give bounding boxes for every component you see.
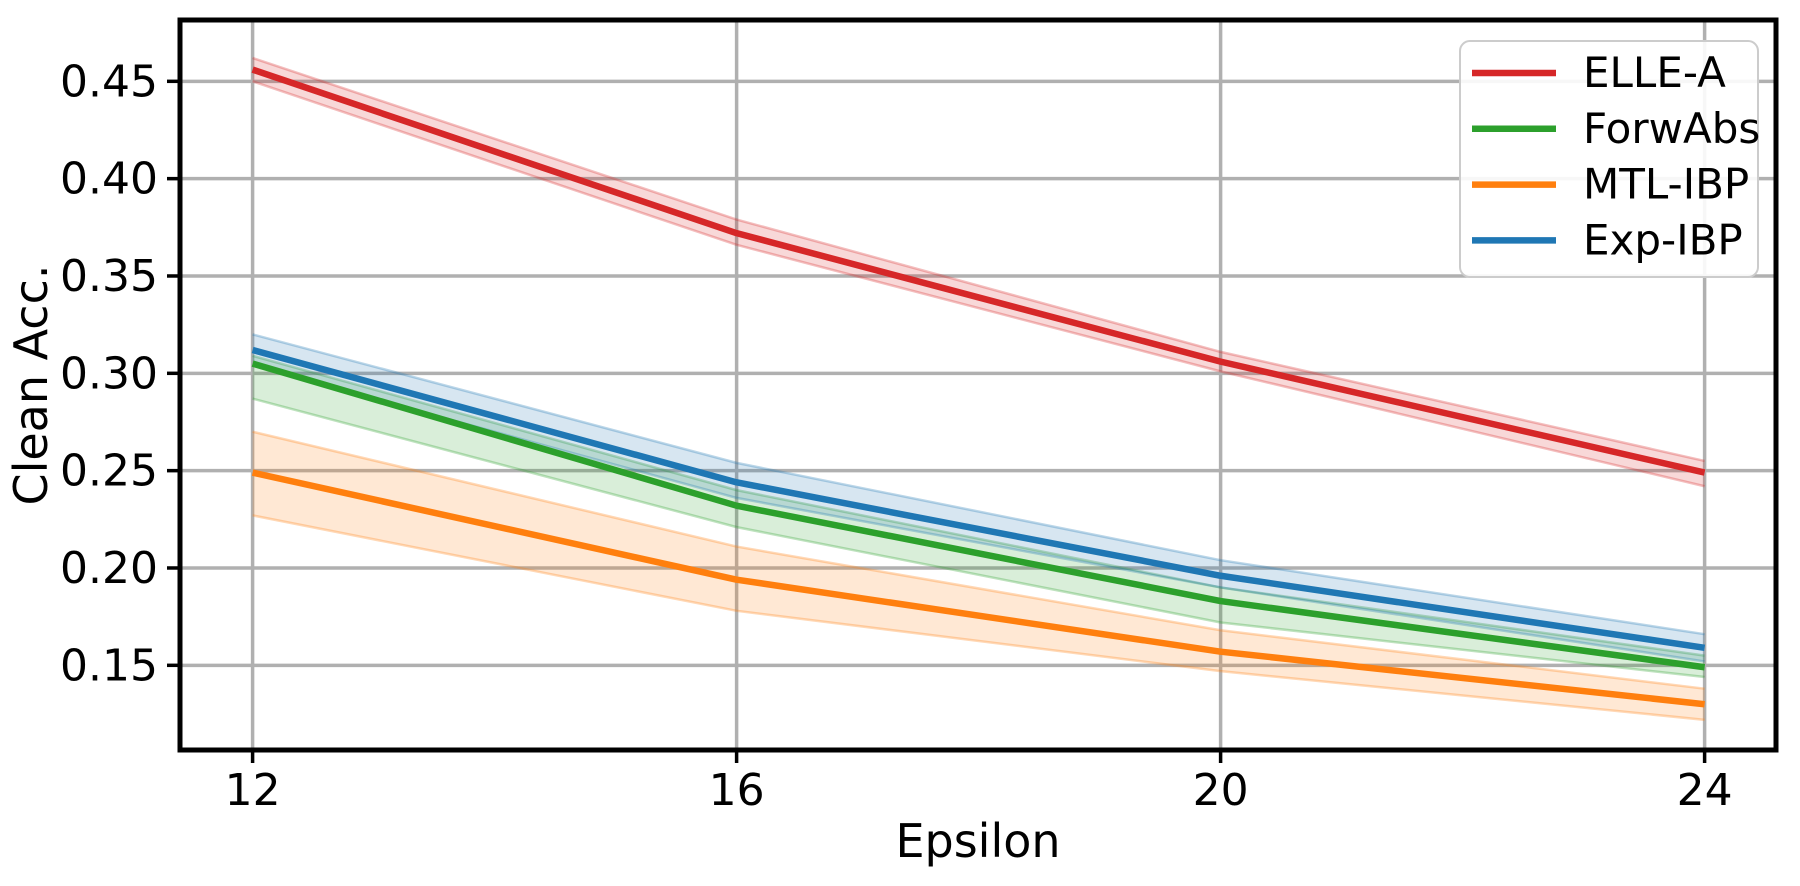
axis-ticks-layer: 12 16 20 24 0.15 0.20 0.25 0.30 0.35 0.40 0.45 (60, 56, 1733, 816)
series-line-Exp-IBP (251, 346, 1706, 652)
band-edge-upper-ELLE-A (252, 56, 1705, 463)
y-tick-label: 0.30 (60, 348, 158, 399)
x-axis-label: Epsilon (895, 814, 1060, 868)
y-tick-label: 0.35 (60, 251, 158, 302)
band-edge-upper-MTL-IBP (252, 430, 1705, 690)
legend-item-MTL-IBP: MTL-IBP (1472, 160, 1749, 209)
legend: ELLE-A ForwAbs MTL-IBP Exp-IBP (1459, 40, 1760, 278)
x-tick-label: 20 (1193, 765, 1249, 816)
series-line-MTL-IBP (251, 469, 1705, 708)
y-tick-label: 0.25 (60, 446, 158, 497)
legend-item-label: ForwAbs (1583, 104, 1760, 153)
x-tick-label: 12 (225, 765, 281, 816)
band-edge-lower-ELLE-A (252, 80, 1705, 488)
band-edge-lower-MTL-IBP (252, 514, 1705, 722)
confidence-band-ELLE-A (252, 57, 1705, 487)
legend-item-ELLE-A: ELLE-A (1472, 48, 1726, 97)
x-tick-label: 24 (1677, 765, 1733, 816)
legend-item-label: Exp-IBP (1583, 215, 1743, 264)
y-tick-label: 0.20 (60, 543, 158, 594)
series-line-ForwAbs (251, 360, 1706, 671)
y-tick-label: 0.15 (60, 640, 158, 691)
y-tick-label: 0.40 (60, 154, 158, 205)
legend-item-ForwAbs: ForwAbs (1472, 104, 1760, 153)
plot-border (177, 17, 1779, 753)
band-edge-upper-Exp-IBP (252, 333, 1705, 636)
y-axis-label: Clean Acc. (4, 264, 58, 505)
legend-item-label: MTL-IBP (1583, 160, 1749, 209)
band-edge-lower-ForwAbs (252, 397, 1705, 679)
legend-item-label: ELLE-A (1583, 48, 1726, 97)
confidence-band-Exp-IBP (252, 334, 1705, 662)
series-lines-layer (251, 66, 1706, 708)
legend-item-Exp-IBP: Exp-IBP (1472, 215, 1743, 264)
y-tick-label: 0.45 (60, 56, 158, 107)
confidence-band-MTL-IBP (252, 431, 1705, 720)
x-tick-label: 16 (709, 765, 765, 816)
band-edge-upper-ForwAbs (252, 354, 1705, 657)
series-line-ELLE-A (251, 66, 1706, 476)
legend-frame (1459, 40, 1759, 278)
